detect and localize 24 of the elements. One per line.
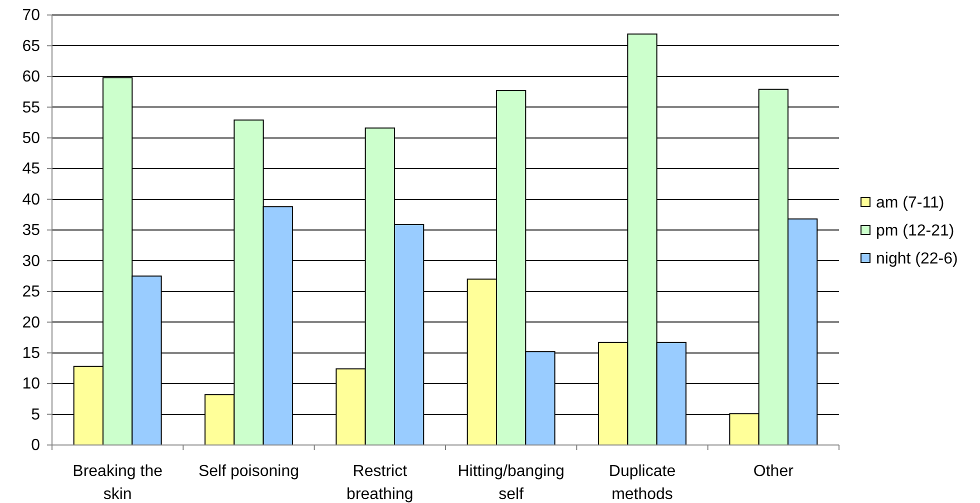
y-tick-label: 50 — [22, 130, 40, 147]
x-tick-label: Other — [753, 463, 794, 480]
y-tick-label: 20 — [22, 314, 40, 332]
legend-label: night (22-6) — [876, 250, 958, 268]
x-tick-label: Restrict breathing — [346, 463, 414, 503]
y-tick-label: 10 — [22, 376, 40, 393]
y-tick-label: 40 — [22, 191, 40, 208]
y-tick-label: 5 — [31, 406, 40, 424]
x-tick-label: Duplicate methods — [608, 463, 676, 503]
legend-label: am (7-11) — [876, 194, 944, 212]
y-tick-label: 55 — [22, 99, 40, 116]
y-tick-label: 30 — [22, 252, 40, 270]
y-tick-label: 25 — [22, 284, 40, 301]
y-tick-label: 70 — [22, 7, 40, 24]
y-tick-label: 35 — [22, 222, 40, 240]
y-tick-label: 15 — [22, 344, 40, 362]
y-tick-label: 65 — [22, 38, 40, 55]
x-tick-label: Breaking the skin — [72, 463, 163, 503]
y-tick-label: 0 — [31, 437, 40, 454]
y-tick-label: 60 — [22, 68, 40, 86]
x-tick-label: Self poisoning — [198, 463, 300, 480]
y-tick-label: 45 — [22, 160, 40, 178]
legend-label: pm (12-21) — [876, 222, 954, 240]
x-tick-label: Hitting/banging self — [458, 463, 564, 503]
